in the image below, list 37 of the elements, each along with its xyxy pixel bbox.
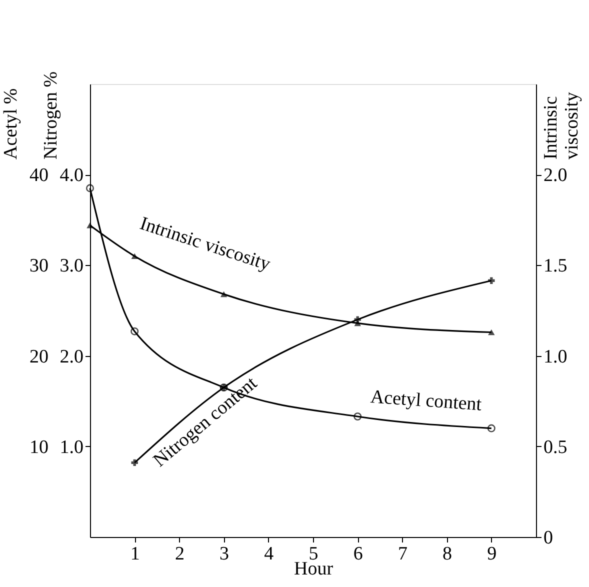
point	[354, 412, 362, 420]
y3-tick-label: 3.0	[60, 256, 84, 277]
y-tick-label: 30	[30, 256, 48, 277]
x-tick-label: 6	[353, 544, 363, 564]
x-tick-label: 2	[174, 544, 184, 564]
point	[130, 327, 139, 336]
point	[86, 222, 94, 228]
y-tick-label: 10	[30, 436, 48, 458]
x-tick-label: 1	[130, 544, 140, 564]
y2-tick-label: 0	[544, 528, 553, 548]
y3-tick-label: 2.0	[60, 346, 84, 368]
y-tick-label: 20	[30, 346, 48, 368]
point	[488, 329, 495, 336]
point	[487, 424, 496, 432]
x-tick-label: 7	[398, 544, 408, 564]
x-tick-label: 3	[220, 544, 230, 564]
y-axis-title: Acetyl %	[0, 88, 22, 160]
y3-tick-label: 4.0	[60, 165, 84, 186]
y2-axis-title: Intrinsic viscosity	[540, 91, 582, 160]
point	[354, 316, 361, 323]
x-tick-label: 4	[264, 544, 274, 564]
y2-tick-label: 0.5	[544, 436, 568, 458]
point	[86, 184, 94, 192]
y-tick-label: 40	[30, 165, 48, 186]
y3-axis-title: Nitrogen %	[40, 71, 62, 160]
y2-tick-label: 2.0	[544, 165, 568, 186]
x-tick-label: 9	[487, 544, 497, 564]
point	[131, 253, 138, 260]
point	[220, 291, 228, 298]
y2-tick-label: 1.0	[544, 346, 568, 368]
point	[488, 277, 495, 284]
y3-tick-label: 1.0	[60, 436, 84, 458]
point	[131, 459, 138, 466]
y2-tick-label: 1.5	[544, 256, 568, 277]
text: Intrinsic viscosity	[137, 213, 274, 276]
x-tick-label: 8	[442, 544, 452, 564]
series-label: Acetyl content	[370, 386, 483, 416]
